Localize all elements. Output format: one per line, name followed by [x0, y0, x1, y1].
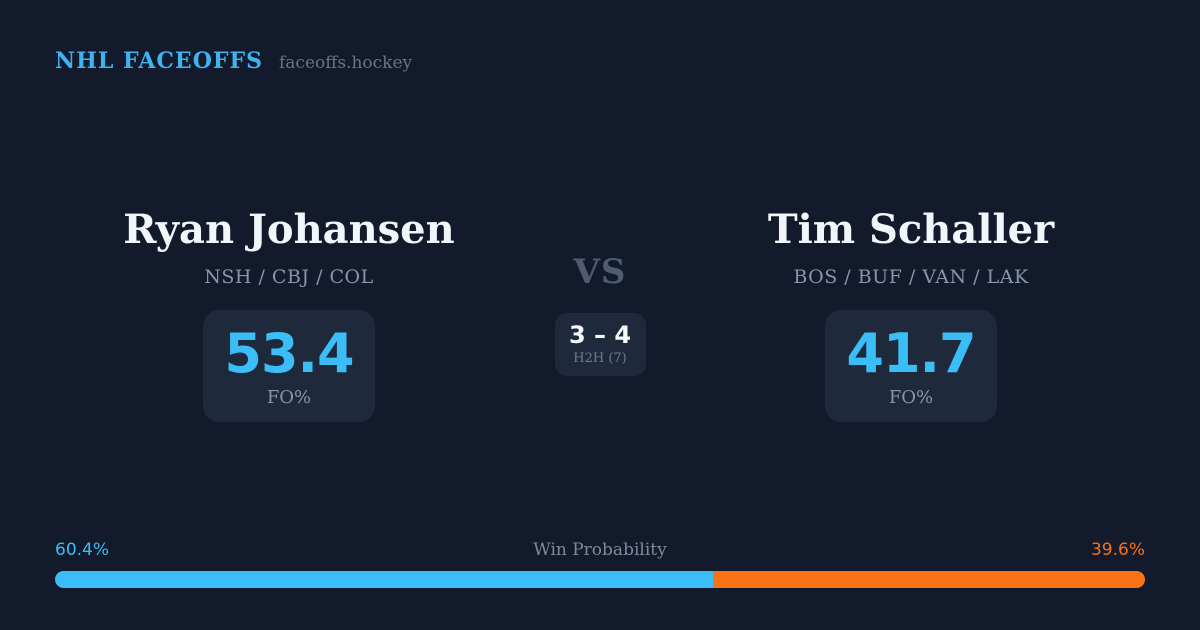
header: NHL FACEOFFS faceoffs.hockey	[55, 48, 412, 74]
left-player-column: Ryan Johansen NSH / CBJ / COL 53.4 FO%	[79, 206, 499, 422]
win-probability-section: 60.4% Win Probability 39.6%	[55, 540, 1145, 588]
vs-block: VS 3 – 4 H2H (7)	[500, 252, 700, 376]
right-win-pct: 39.6%	[1090, 540, 1145, 560]
win-bar-right-segment	[713, 571, 1145, 588]
left-player-teams: NSH / CBJ / COL	[204, 266, 374, 288]
win-probability-bar	[55, 571, 1145, 588]
right-fo-label: FO%	[888, 386, 934, 408]
right-player-teams: BOS / BUF / VAN / LAK	[793, 266, 1029, 288]
win-bar-left-segment	[55, 571, 714, 588]
win-probability-labels: 60.4% Win Probability 39.6%	[55, 540, 1145, 560]
site-url: faceoffs.hockey	[279, 53, 413, 73]
win-probability-title: Win Probability	[533, 540, 667, 560]
left-player-name: Ryan Johansen	[123, 206, 455, 253]
right-fo-card: 41.7 FO%	[825, 310, 997, 422]
left-fo-card: 53.4 FO%	[203, 310, 375, 422]
right-player-name: Tim Schaller	[767, 206, 1055, 253]
left-fo-value: 53.4	[224, 321, 354, 385]
left-fo-label: FO%	[266, 386, 312, 408]
right-player-column: Tim Schaller BOS / BUF / VAN / LAK 41.7 …	[701, 206, 1121, 422]
h2h-label: H2H (7)	[573, 351, 627, 367]
vs-label: VS	[573, 252, 627, 292]
h2h-score: 3 – 4	[568, 320, 632, 349]
h2h-card: 3 – 4 H2H (7)	[554, 313, 646, 376]
brand-title: NHL FACEOFFS	[55, 48, 263, 74]
right-fo-value: 41.7	[846, 321, 976, 385]
left-win-pct: 60.4%	[55, 540, 110, 560]
